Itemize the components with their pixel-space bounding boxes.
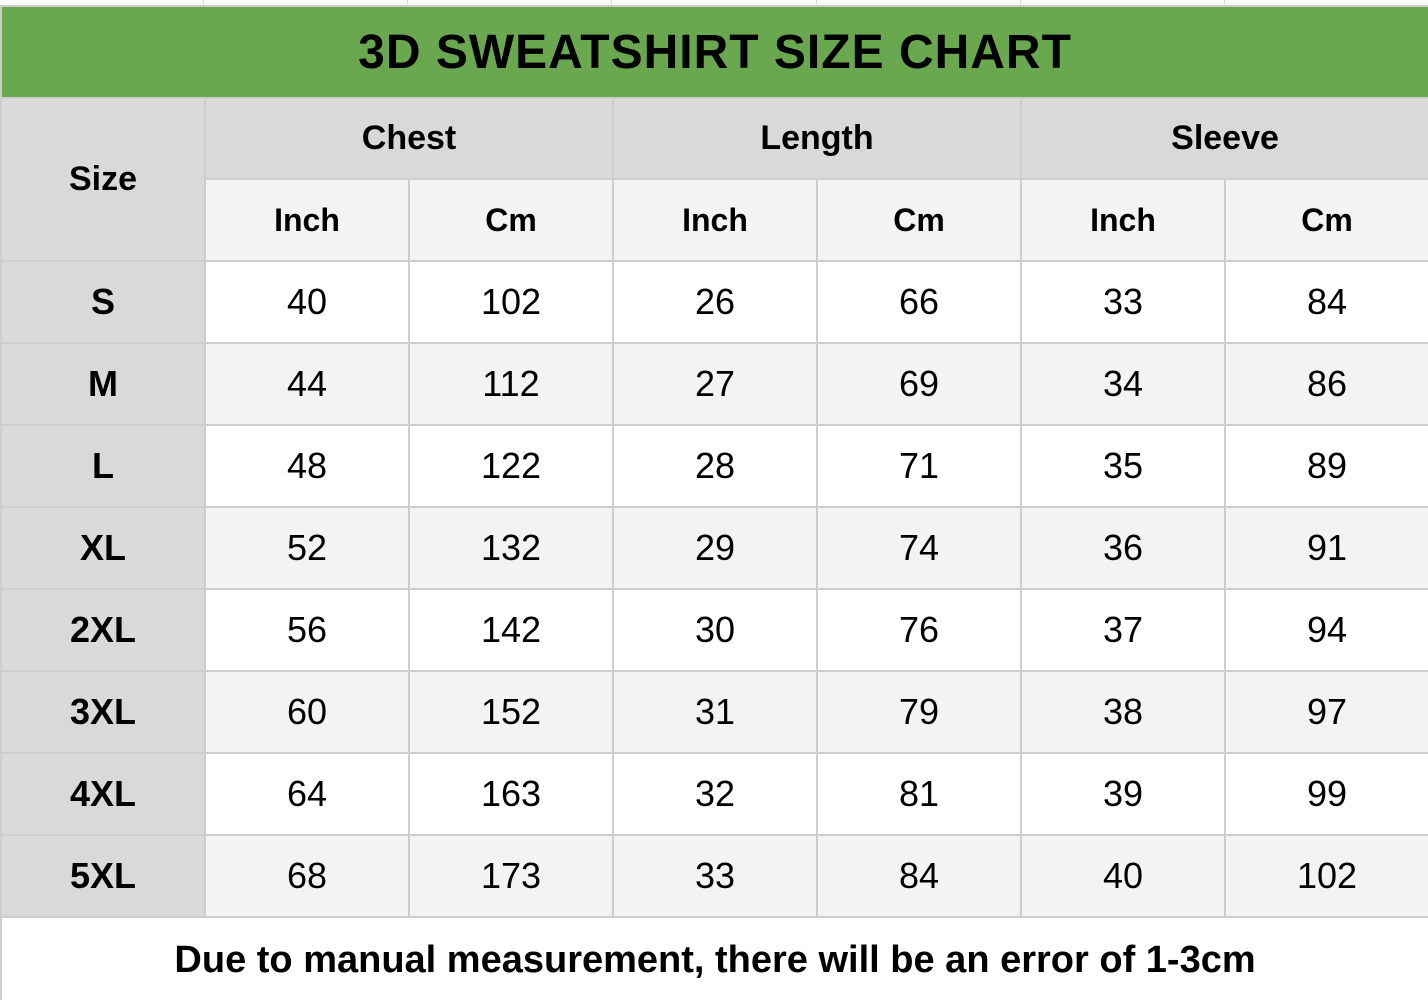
value-cell: 89 bbox=[1223, 424, 1428, 508]
size-cell: 2XL bbox=[0, 588, 206, 672]
value-cell: 52 bbox=[204, 506, 410, 590]
value-cell: 29 bbox=[612, 506, 818, 590]
value-cell: 152 bbox=[408, 670, 614, 754]
value-cell: 84 bbox=[1223, 260, 1428, 344]
value-cell: 132 bbox=[408, 506, 614, 590]
table-row-s: S 40 102 26 66 33 84 bbox=[0, 260, 1428, 344]
value-cell: 28 bbox=[612, 424, 818, 508]
chest-inch-header: Inch bbox=[204, 178, 410, 262]
table-row-xl: XL 52 132 29 74 36 91 bbox=[0, 506, 1428, 590]
table-row-m: M 44 112 27 69 34 86 bbox=[0, 342, 1428, 426]
value-cell: 142 bbox=[408, 588, 614, 672]
value-cell: 173 bbox=[408, 834, 614, 918]
value-cell: 102 bbox=[1223, 834, 1428, 918]
value-cell: 66 bbox=[816, 260, 1022, 344]
measurement-note: Due to manual measurement, there will be… bbox=[0, 916, 1428, 1000]
length-inch-header: Inch bbox=[612, 178, 818, 262]
value-cell: 38 bbox=[1020, 670, 1226, 754]
value-cell: 26 bbox=[612, 260, 818, 344]
value-cell: 122 bbox=[408, 424, 614, 508]
value-cell: 40 bbox=[204, 260, 410, 344]
size-cell: 3XL bbox=[0, 670, 206, 754]
value-cell: 76 bbox=[816, 588, 1022, 672]
spreadsheet-grid-strip-top bbox=[0, 0, 1428, 5]
value-cell: 32 bbox=[612, 752, 818, 836]
table-row-l: L 48 122 28 71 35 89 bbox=[0, 424, 1428, 508]
chest-cm-header: Cm bbox=[408, 178, 614, 262]
size-cell: L bbox=[0, 424, 206, 508]
title-row: 3D SWEATSHIRT SIZE CHART bbox=[0, 5, 1428, 99]
measurement-note-row: Due to manual measurement, there will be… bbox=[0, 916, 1428, 1000]
size-chart-table: 3D SWEATSHIRT SIZE CHART Size Chest Leng… bbox=[0, 5, 1428, 1000]
size-cell: M bbox=[0, 342, 206, 426]
value-cell: 44 bbox=[204, 342, 410, 426]
value-cell: 33 bbox=[1020, 260, 1226, 344]
value-cell: 48 bbox=[204, 424, 410, 508]
table-row-5xl: 5XL 68 173 33 84 40 102 bbox=[0, 834, 1428, 918]
value-cell: 91 bbox=[1223, 506, 1428, 590]
sleeve-cm-header: Cm bbox=[1223, 178, 1428, 262]
value-cell: 36 bbox=[1020, 506, 1226, 590]
value-cell: 79 bbox=[816, 670, 1022, 754]
size-cell: XL bbox=[0, 506, 206, 590]
value-cell: 86 bbox=[1223, 342, 1428, 426]
group-header-row: Size Chest Length Sleeve bbox=[0, 97, 1428, 262]
value-cell: 84 bbox=[816, 834, 1022, 918]
value-cell: 56 bbox=[204, 588, 410, 672]
length-cm-header: Cm bbox=[816, 178, 1022, 262]
size-cell: S bbox=[0, 260, 206, 344]
value-cell: 30 bbox=[612, 588, 818, 672]
value-cell: 69 bbox=[816, 342, 1022, 426]
size-column-header: Size bbox=[0, 97, 206, 262]
value-cell: 40 bbox=[1020, 834, 1226, 918]
value-cell: 27 bbox=[612, 342, 818, 426]
chart-title: 3D SWEATSHIRT SIZE CHART bbox=[0, 5, 1428, 99]
value-cell: 112 bbox=[408, 342, 614, 426]
value-cell: 74 bbox=[816, 506, 1022, 590]
value-cell: 94 bbox=[1223, 588, 1428, 672]
length-group-header: Length bbox=[612, 97, 1022, 180]
value-cell: 39 bbox=[1020, 752, 1226, 836]
value-cell: 33 bbox=[612, 834, 818, 918]
value-cell: 37 bbox=[1020, 588, 1226, 672]
table-row-3xl: 3XL 60 152 31 79 38 97 bbox=[0, 670, 1428, 754]
sleeve-group-header: Sleeve bbox=[1019, 97, 1428, 180]
table-row-4xl: 4XL 64 163 32 81 39 99 bbox=[0, 752, 1428, 836]
chest-group-header: Chest bbox=[204, 97, 614, 180]
size-cell: 5XL bbox=[0, 834, 206, 918]
value-cell: 71 bbox=[816, 424, 1022, 508]
value-cell: 68 bbox=[204, 834, 410, 918]
value-cell: 163 bbox=[408, 752, 614, 836]
value-cell: 81 bbox=[816, 752, 1022, 836]
value-cell: 60 bbox=[204, 670, 410, 754]
value-cell: 99 bbox=[1223, 752, 1428, 836]
value-cell: 97 bbox=[1223, 670, 1428, 754]
value-cell: 102 bbox=[408, 260, 614, 344]
unit-header-row: Inch Cm Inch Cm Inch Cm bbox=[1, 178, 1428, 262]
table-row-2xl: 2XL 56 142 30 76 37 94 bbox=[0, 588, 1428, 672]
value-cell: 35 bbox=[1020, 424, 1226, 508]
size-cell: 4XL bbox=[0, 752, 206, 836]
value-cell: 34 bbox=[1020, 342, 1226, 426]
value-cell: 31 bbox=[612, 670, 818, 754]
sleeve-inch-header: Inch bbox=[1020, 178, 1226, 262]
value-cell: 64 bbox=[204, 752, 410, 836]
